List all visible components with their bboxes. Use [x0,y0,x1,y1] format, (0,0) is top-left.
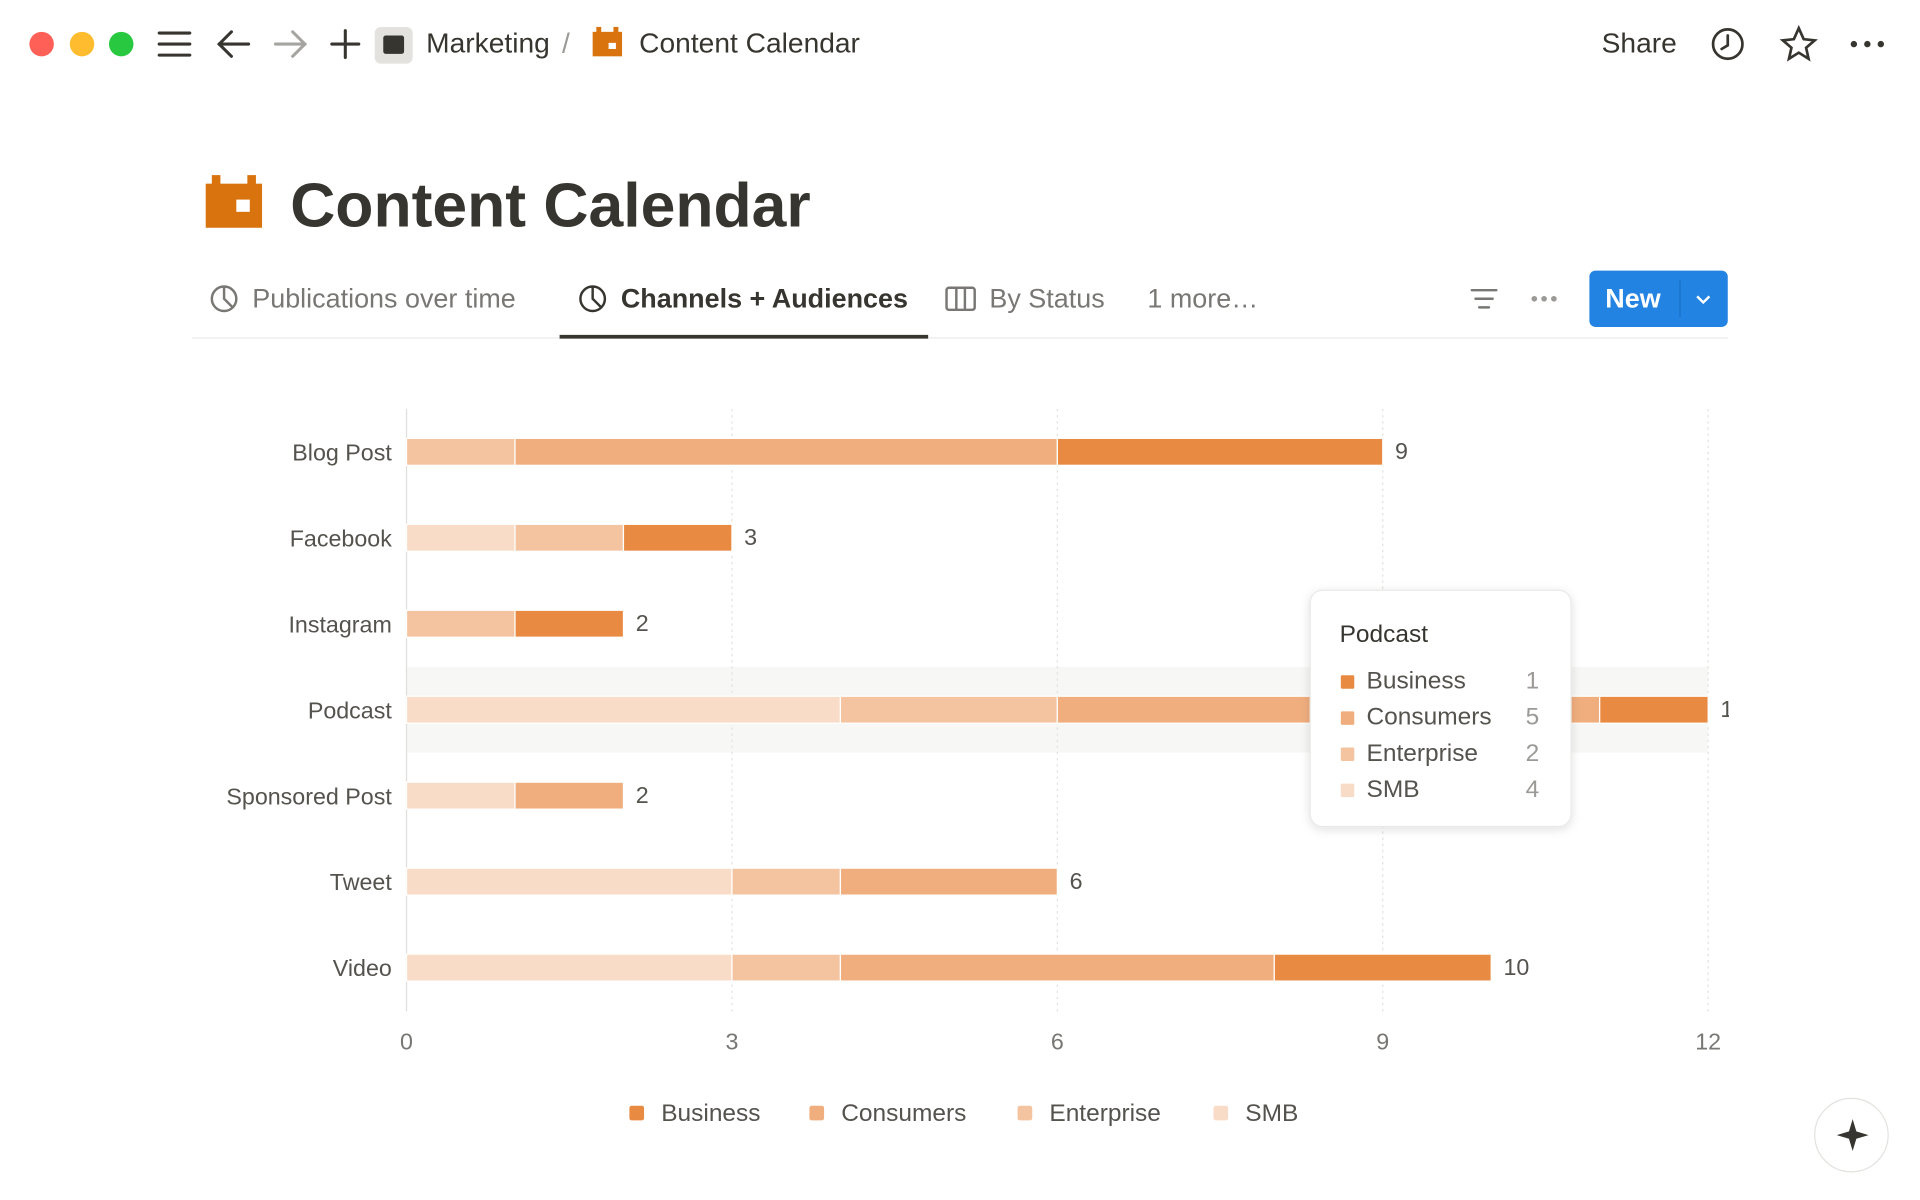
tooltip-series: SMB [1367,776,1420,803]
bar-segment [731,867,842,896]
tooltip: Podcast Business 1 Consumers 5 Enterprise 2 SMB… [1309,589,1572,828]
bar-segment [514,609,625,638]
zoom-button[interactable] [108,31,134,57]
total-label: 12 [1720,696,1746,722]
bar-segment [731,953,842,982]
y-tick-label: Podcast [308,697,393,723]
total-label: 2 [636,782,649,808]
bar-segment [514,437,1058,466]
tooltip-value: 4 [1526,776,1540,803]
bar-segment [514,523,625,552]
total-label: 6 [1070,868,1083,894]
x-tick-label: 9 [1376,1028,1389,1054]
page-title: Content Calendar [290,170,811,240]
page-icon [205,175,263,228]
tooltip-swatch [1340,711,1355,725]
add-button[interactable] [330,29,361,60]
y-tick-label: Facebook [290,525,392,551]
new-dropdown[interactable] [1696,295,1711,305]
bar-segment [839,695,1058,724]
tooltip-value: 2 [1526,740,1540,767]
new-button[interactable] [1589,270,1728,327]
legend-label: SMB [1245,1100,1298,1127]
bar-segment [405,695,842,724]
bar-segment [405,781,516,810]
x-tick-label: 12 [1695,1028,1721,1054]
workspace-icon-inner [383,35,405,54]
board-tab-icon [945,286,976,312]
minimize-button[interactable] [69,31,95,57]
forward-button[interactable] [273,30,308,58]
bar-segment [405,867,733,896]
x-tick-label: 0 [400,1028,413,1054]
total-label: 3 [744,524,757,550]
favorite-button[interactable] [1779,24,1818,62]
breadcrumb-separator: / [562,26,570,59]
legend-swatch [629,1105,645,1121]
legend-swatch [1213,1105,1229,1121]
tooltip-value: 1 [1526,668,1540,695]
bar-segment [1273,953,1492,982]
menu-button[interactable] [157,31,192,57]
x-tick-label: 3 [725,1028,738,1054]
total-label: 10 [1503,954,1529,980]
tooltip-swatch [1340,783,1355,798]
tooltip-swatch [1340,675,1355,689]
y-tick-label: Sponsored Post [226,783,392,809]
y-tick-label: Instagram [288,611,391,637]
tab[interactable]: By Status [989,282,1105,314]
tab[interactable]: Publications over time [252,282,516,314]
y-tick-label: Video [333,955,392,981]
bar-segment [514,781,625,810]
chart-tab-icon [210,285,238,313]
back-button[interactable] [217,30,251,58]
tooltip-swatch [1340,747,1355,762]
chart-tab-icon [579,285,607,313]
history-button[interactable] [1711,28,1744,61]
tooltip-series: Consumers [1367,704,1492,731]
tooltip-series: Business [1367,668,1466,695]
new-button-label[interactable]: New [1605,282,1661,314]
tooltip-box [1309,589,1572,828]
bar-segment [1599,695,1709,724]
filter-button[interactable] [1470,288,1498,309]
tab[interactable]: 1 more… [1147,282,1259,314]
bar-segment [622,523,733,552]
share-button[interactable]: Share [1601,26,1677,59]
tooltip-title: Podcast [1340,621,1429,648]
total-label: 2 [636,610,649,636]
legend-swatch [809,1105,825,1121]
bar-segment [839,867,1058,896]
total-label: 9 [1395,438,1408,464]
bar-segment [405,437,516,466]
y-tick-label: Tweet [330,869,393,895]
tab[interactable]: Channels + Audiences [620,282,909,314]
breadcrumb[interactable]: Marketing [426,26,550,59]
tooltip-value: 5 [1526,704,1540,731]
bar-segment [839,953,1275,982]
bar-segment [405,609,516,638]
bar-segment [405,523,516,552]
bar-segment [405,953,733,982]
ai-icon [1836,1119,1869,1152]
legend-label: Consumers [841,1100,966,1127]
x-tick-label: 6 [1051,1028,1064,1054]
legend-swatch [1017,1105,1033,1121]
page-icon-small [592,26,623,57]
more-button[interactable] [1850,40,1884,48]
legend-label: Business [661,1100,760,1127]
close-button[interactable] [29,31,54,57]
tooltip-series: Enterprise [1367,740,1479,767]
legend-label: Enterprise [1049,1100,1161,1127]
breadcrumb[interactable]: Content Calendar [639,26,860,59]
y-tick-label: Blog Post [292,439,392,465]
bar-segment [1056,437,1384,466]
view-more-button[interactable] [1531,295,1557,302]
